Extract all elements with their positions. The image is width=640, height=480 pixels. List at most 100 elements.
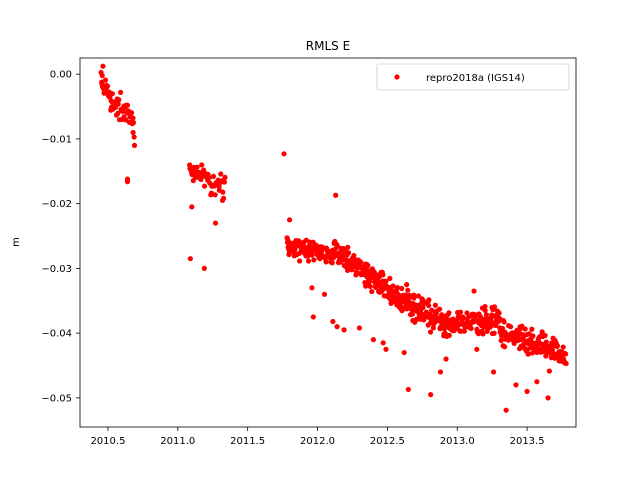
data-point — [221, 179, 228, 185]
x-tick-label: 2013.5 — [510, 436, 545, 447]
data-point — [545, 395, 551, 401]
data-point — [480, 331, 486, 337]
data-point — [503, 407, 509, 413]
x-tick-label: 2011.0 — [160, 436, 195, 447]
data-point — [428, 392, 434, 398]
data-point — [321, 291, 328, 297]
data-point — [297, 258, 303, 264]
data-point — [496, 310, 502, 316]
data-point — [310, 314, 316, 320]
data-point — [210, 173, 217, 179]
data-point — [394, 285, 401, 291]
data-point — [131, 142, 138, 148]
data-point — [491, 304, 498, 310]
data-point — [367, 283, 373, 290]
data-point — [474, 346, 480, 352]
data-point — [116, 97, 122, 103]
data-point — [529, 350, 535, 356]
data-point — [383, 346, 389, 352]
data-point — [199, 162, 205, 168]
data-point — [542, 332, 548, 339]
data-point — [524, 388, 530, 394]
data-point — [464, 310, 470, 316]
data-point — [222, 174, 228, 180]
data-point — [358, 259, 364, 265]
data-point — [109, 91, 115, 97]
data-point — [399, 285, 405, 292]
data-points — [98, 63, 569, 413]
data-point — [130, 129, 136, 136]
data-point — [560, 344, 566, 350]
data-point — [218, 171, 224, 177]
data-point — [212, 220, 219, 226]
x-tick-label: 2011.5 — [230, 436, 265, 447]
data-point — [369, 288, 375, 295]
data-point — [387, 275, 393, 281]
x-tick-label: 2012.5 — [370, 436, 405, 447]
data-point — [502, 344, 508, 350]
data-point — [212, 192, 218, 198]
data-point — [330, 318, 336, 325]
data-point — [499, 325, 506, 332]
data-point — [522, 326, 528, 332]
data-point — [443, 356, 449, 362]
legend: repro2018a (IGS14) — [376, 63, 570, 91]
data-point — [120, 108, 126, 115]
data-point — [115, 110, 121, 116]
data-point — [351, 252, 357, 259]
data-point — [420, 304, 426, 311]
data-point — [380, 340, 386, 346]
y-tick-label: −0.01 — [41, 134, 72, 145]
legend-box — [376, 63, 570, 91]
data-point — [407, 292, 413, 299]
data-point — [201, 265, 207, 271]
data-point — [482, 303, 488, 310]
data-point — [130, 115, 136, 121]
data-point — [206, 175, 212, 181]
data-point — [311, 257, 317, 263]
data-point — [405, 386, 411, 393]
y-tick-label: −0.04 — [41, 329, 72, 340]
data-point — [437, 306, 443, 312]
data-point — [220, 189, 226, 195]
x-tick-label: 2013.0 — [440, 436, 475, 447]
data-point — [100, 63, 106, 69]
data-point — [404, 282, 410, 288]
data-point — [115, 101, 121, 107]
data-point — [334, 324, 340, 330]
data-point — [496, 315, 503, 321]
data-point — [99, 72, 105, 79]
data-point — [370, 337, 377, 343]
data-point — [563, 351, 569, 357]
data-point — [427, 329, 434, 335]
data-point — [130, 119, 137, 126]
data-point — [437, 369, 444, 375]
data-point — [490, 369, 497, 375]
data-point — [563, 360, 569, 367]
data-point — [329, 260, 335, 266]
data-point — [388, 300, 394, 306]
x-tick-label: 2012.0 — [300, 436, 335, 447]
data-point — [501, 319, 507, 325]
data-point — [439, 312, 445, 318]
x-tick-label: 2010.5 — [90, 436, 125, 447]
data-point — [546, 368, 552, 374]
data-point — [219, 197, 226, 204]
data-point — [540, 348, 547, 355]
data-point — [525, 351, 531, 357]
data-point — [511, 340, 517, 346]
data-point — [198, 176, 204, 183]
data-point — [345, 244, 351, 250]
y-axis-ticks: 0.00 −0.01 −0.02 −0.03 −0.04 −0.05 — [41, 70, 80, 404]
data-point — [194, 164, 200, 170]
y-tick-label: 0.00 — [50, 70, 72, 81]
legend-marker — [394, 74, 400, 80]
data-point — [426, 297, 432, 303]
data-point — [431, 320, 437, 327]
data-point — [305, 258, 312, 264]
x-axis-ticks: 2010.5 2011.0 2011.5 2012.0 2012.5 2013.0 2013… — [90, 427, 545, 447]
data-point — [117, 89, 124, 95]
data-point — [554, 343, 561, 349]
data-point — [526, 331, 532, 337]
